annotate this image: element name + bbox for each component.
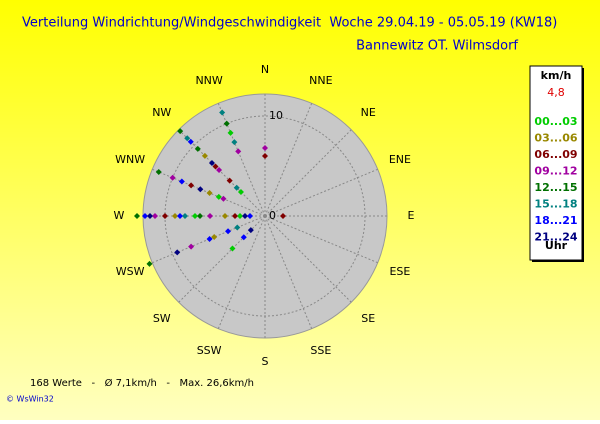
data-point <box>152 213 158 219</box>
data-point <box>247 227 254 234</box>
data-point <box>227 129 234 136</box>
data-point <box>155 168 162 175</box>
direction-label: S <box>262 355 269 368</box>
chart-title: Verteilung Windrichtung/Windgeschwindigk… <box>22 16 557 31</box>
legend-footer: Uhr <box>545 239 568 252</box>
legend-entry: 18...21 <box>534 214 577 227</box>
data-point <box>247 213 253 219</box>
direction-label: WSW <box>116 265 145 278</box>
spoke <box>217 215 266 329</box>
data-point <box>262 145 268 151</box>
direction-label: NW <box>152 106 171 119</box>
data-point <box>169 174 176 181</box>
data-point <box>220 195 227 202</box>
direction-label: NNW <box>195 74 222 87</box>
data-point <box>172 213 178 219</box>
direction-label: N <box>261 63 269 76</box>
spoke <box>264 215 313 329</box>
spoke <box>264 215 352 303</box>
spoke <box>264 103 313 217</box>
data-point <box>174 249 181 256</box>
direction-label: NNE <box>309 74 332 87</box>
data-point <box>207 213 213 219</box>
data-point <box>182 213 188 219</box>
data-point <box>192 213 198 219</box>
direction-label: SSW <box>197 344 222 357</box>
direction-label: WNW <box>115 153 145 166</box>
legend-entry: 00...03 <box>534 115 577 128</box>
data-point <box>242 213 248 219</box>
footer-stats: 168 Werte - Ø 7,1km/h - Max. 26,6km/h <box>30 377 254 389</box>
legend-value: 4,8 <box>547 86 565 99</box>
data-point <box>232 213 238 219</box>
data-point <box>142 213 148 219</box>
data-point <box>134 213 140 219</box>
data-point <box>177 213 183 219</box>
data-point <box>280 213 286 219</box>
spoke <box>264 129 352 217</box>
direction-label: SSE <box>310 344 331 357</box>
data-point <box>237 213 243 219</box>
data-point <box>234 224 241 231</box>
legend-entry: 12...15 <box>534 181 577 194</box>
data-point <box>225 228 232 235</box>
credit: © WsWin32 <box>6 395 54 404</box>
direction-label: E <box>408 209 415 222</box>
data-point <box>187 138 194 145</box>
data-point <box>188 243 195 250</box>
direction-label: W <box>114 209 125 222</box>
direction-label: SW <box>153 312 171 325</box>
direction-label: ESE <box>389 265 410 278</box>
data-point <box>162 213 168 219</box>
legend-entry: 06...09 <box>534 148 577 161</box>
data-point <box>197 186 204 193</box>
spoke <box>178 129 266 217</box>
data-point <box>235 148 242 155</box>
data-point <box>147 213 153 219</box>
data-point <box>215 193 222 200</box>
legend-box <box>529 65 583 261</box>
data-point <box>211 234 218 241</box>
chart-subtitle: Bannewitz OT. Wilmsdorf <box>356 39 518 54</box>
data-point <box>197 213 203 219</box>
legend-entry: 03...06 <box>534 132 577 145</box>
data-point <box>226 177 233 184</box>
data-point <box>240 234 247 241</box>
data-point <box>208 159 215 166</box>
data-point <box>212 163 219 170</box>
data-point <box>237 188 244 195</box>
spoke <box>264 215 378 264</box>
data-point <box>177 128 184 135</box>
data-point <box>229 245 236 252</box>
data-point <box>206 235 213 242</box>
legend-entry: 09...12 <box>534 165 577 178</box>
data-point <box>216 167 223 174</box>
data-point <box>219 109 226 116</box>
data-point <box>223 120 230 127</box>
data-point <box>206 190 213 197</box>
data-point <box>262 153 268 159</box>
legend-entry: 15...18 <box>534 198 577 211</box>
data-point <box>194 145 201 152</box>
direction-label: NE <box>361 106 376 119</box>
data-point <box>231 139 238 146</box>
data-point <box>222 213 228 219</box>
legend-title: km/h <box>541 69 572 82</box>
r-tick-label: 0 <box>269 209 276 222</box>
data-point <box>146 260 153 267</box>
data-point <box>184 135 191 142</box>
r-tick-label: 10 <box>269 109 283 122</box>
data-point <box>201 152 208 159</box>
data-point <box>178 178 185 185</box>
data-point <box>233 184 240 191</box>
direction-label: ENE <box>389 153 411 166</box>
grid-ring <box>264 215 266 217</box>
direction-label: SE <box>361 312 375 325</box>
data-point <box>188 182 195 189</box>
spoke <box>264 168 378 217</box>
legend-entry: 21...24 <box>534 231 577 244</box>
